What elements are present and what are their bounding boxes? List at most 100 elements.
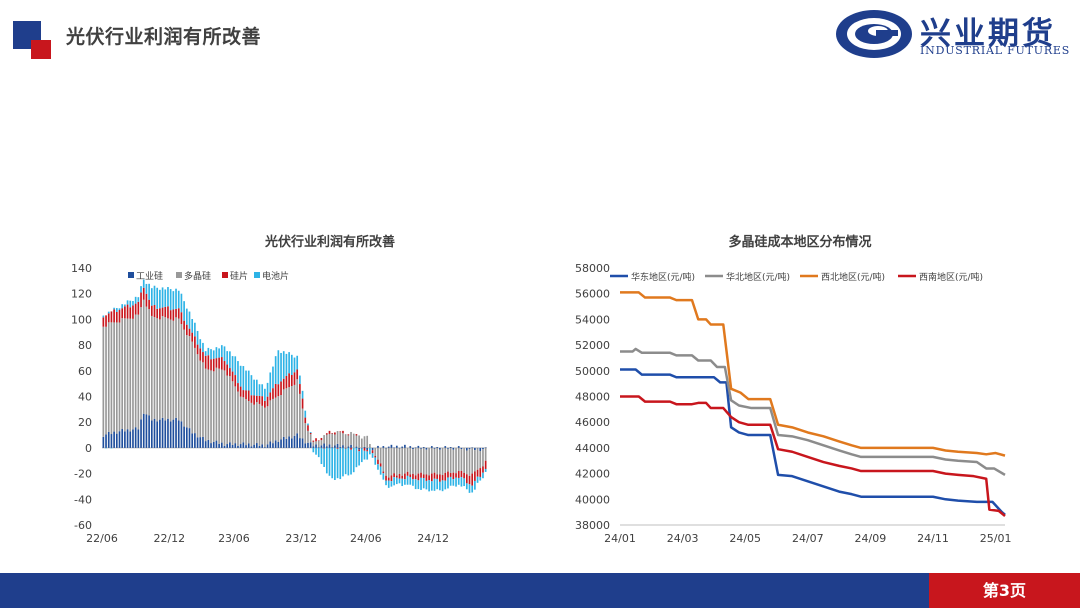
bar-segment bbox=[188, 336, 191, 429]
bar-segment bbox=[355, 446, 358, 448]
bar-segment bbox=[465, 450, 468, 475]
bar-segment bbox=[134, 427, 137, 448]
bar-segment bbox=[161, 287, 164, 308]
bar-segment bbox=[207, 369, 210, 440]
bar-segment bbox=[140, 307, 142, 420]
bar-segment bbox=[382, 473, 385, 480]
bar-segment bbox=[420, 447, 422, 449]
bar-segment bbox=[428, 475, 430, 481]
bar-segment bbox=[272, 366, 274, 389]
bar-segment bbox=[468, 447, 471, 449]
bar-segment bbox=[328, 430, 331, 434]
bar-segment bbox=[124, 431, 126, 448]
bar-segment bbox=[121, 304, 124, 309]
bar-segment bbox=[177, 290, 180, 309]
bar-segment bbox=[199, 437, 202, 448]
bar-segment bbox=[140, 286, 142, 293]
bar-segment bbox=[280, 394, 282, 440]
bar-segment bbox=[290, 438, 293, 448]
bar-segment bbox=[404, 447, 406, 474]
bar-segment bbox=[325, 434, 328, 447]
bar-segment bbox=[250, 375, 253, 396]
bar-segment bbox=[194, 433, 196, 448]
bar-segment bbox=[124, 306, 126, 319]
bar-segment bbox=[350, 447, 352, 450]
bar-segment bbox=[161, 316, 164, 418]
x-tick-label: 24/12 bbox=[417, 532, 449, 545]
bar-segment bbox=[226, 364, 229, 376]
bar-segment bbox=[439, 449, 441, 475]
bar-segment bbox=[261, 444, 264, 448]
bar-segment bbox=[215, 358, 218, 368]
bar-segment bbox=[148, 299, 150, 310]
bar-segment bbox=[331, 433, 334, 448]
bar-segment bbox=[274, 397, 277, 441]
bar-segment bbox=[387, 447, 390, 478]
bar-segment bbox=[422, 447, 425, 475]
profit-bar-chart: -60 -40 -20 0 20 40 60 80 100 120 140 22/06 22/12 23/… bbox=[71, 262, 487, 545]
bar-segment bbox=[439, 447, 441, 450]
bar-segment bbox=[371, 453, 374, 458]
bar-segment bbox=[296, 369, 299, 380]
bar-segment bbox=[194, 347, 196, 434]
logo-emblem-icon bbox=[836, 10, 912, 58]
chart-1-title: 光伏行业利润有所改善 bbox=[264, 235, 395, 250]
bar-segment bbox=[323, 435, 325, 444]
bar-segment bbox=[199, 339, 202, 349]
bar-segment bbox=[350, 431, 352, 445]
bar-segment bbox=[406, 475, 409, 485]
bar-segment bbox=[377, 464, 379, 470]
title-decoration-red bbox=[31, 40, 51, 59]
bar-segment bbox=[148, 283, 150, 300]
bar-segment bbox=[180, 312, 183, 325]
bar-segment bbox=[226, 375, 229, 445]
bar-segment bbox=[301, 390, 304, 399]
bar-segment bbox=[374, 457, 377, 465]
bar-segment bbox=[371, 450, 374, 454]
bar-segment bbox=[137, 429, 140, 448]
bar-segment bbox=[412, 479, 414, 486]
bar-segment bbox=[401, 446, 404, 448]
bar-segment bbox=[360, 447, 363, 449]
bar-segment bbox=[177, 318, 180, 421]
bar-segment bbox=[210, 443, 212, 448]
bar-segment bbox=[444, 472, 447, 481]
bar-segment bbox=[121, 308, 124, 319]
bar-segment bbox=[293, 372, 296, 385]
bar-segment bbox=[282, 389, 285, 437]
bar-segment bbox=[156, 287, 159, 309]
bar-segment bbox=[164, 420, 167, 448]
bar-segment bbox=[150, 305, 153, 316]
bar-segment bbox=[328, 447, 331, 476]
y-tick-label: 38000 bbox=[575, 519, 610, 532]
bar-segment bbox=[476, 448, 479, 470]
bar-segment bbox=[167, 418, 169, 448]
y-tick-label: 60 bbox=[78, 365, 92, 378]
bar-segment bbox=[366, 451, 369, 460]
bar-segment bbox=[118, 322, 121, 432]
bar-segment bbox=[102, 436, 105, 448]
bar-segment bbox=[110, 447, 113, 449]
y-tick-label: 44000 bbox=[575, 442, 610, 455]
bar-segment bbox=[460, 447, 463, 450]
bar-segment bbox=[129, 318, 132, 432]
bar-segment bbox=[274, 356, 277, 384]
bar-segment bbox=[223, 361, 226, 371]
bar-segment bbox=[169, 310, 172, 320]
footer-page-tab bbox=[929, 573, 1080, 608]
bar-segment bbox=[180, 324, 183, 422]
bar-segment bbox=[393, 447, 395, 474]
bar-segment bbox=[293, 384, 296, 436]
bar-segment bbox=[406, 471, 409, 476]
bar-segment bbox=[307, 423, 309, 426]
x-tick-label: 24/01 bbox=[604, 532, 636, 545]
bar-segment bbox=[312, 441, 315, 447]
bar-segment bbox=[118, 431, 121, 448]
bar-segment bbox=[479, 468, 482, 477]
bar-segment bbox=[175, 288, 177, 309]
bar-segment bbox=[115, 322, 118, 434]
footer-bar bbox=[0, 573, 1080, 608]
bar-segment bbox=[167, 306, 169, 319]
bar-segment bbox=[309, 434, 312, 443]
cost-line-chart: 38000 40000 42000 44000 46000 48000 50000 52000… bbox=[575, 262, 1011, 545]
